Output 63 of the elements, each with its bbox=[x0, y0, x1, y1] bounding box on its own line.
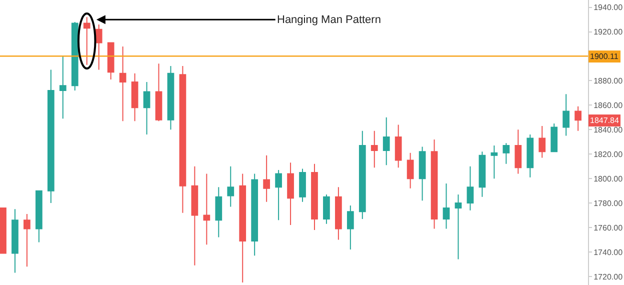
candlestick bbox=[502, 142, 510, 164]
candlestick bbox=[323, 194, 330, 224]
ref-line-label: 1900.11 bbox=[590, 52, 619, 61]
candlestick bbox=[71, 22, 78, 92]
candlestick bbox=[275, 170, 282, 221]
candlestick bbox=[454, 194, 462, 260]
candlestick bbox=[394, 124, 402, 168]
candlestick bbox=[562, 94, 570, 136]
candlestick bbox=[95, 24, 102, 70]
candlestick bbox=[107, 42, 114, 80]
candlestick bbox=[155, 63, 162, 122]
candlestick bbox=[311, 163, 318, 230]
candlestick bbox=[131, 72, 138, 122]
candlestick bbox=[382, 116, 390, 166]
candlestick bbox=[227, 166, 234, 208]
candlestick bbox=[346, 204, 354, 250]
candlestick bbox=[191, 166, 198, 266]
candlestick bbox=[466, 166, 474, 211]
candlestick bbox=[0, 207, 6, 254]
candlestick bbox=[59, 56, 66, 120]
candlestick bbox=[143, 81, 150, 136]
y-tick-label: 1760.00 bbox=[594, 223, 624, 232]
y-tick-label: 1720.00 bbox=[594, 272, 624, 282]
candlestick bbox=[263, 154, 270, 202]
candlestick bbox=[406, 152, 414, 189]
candlestick bbox=[430, 138, 438, 230]
candlestick bbox=[47, 69, 54, 204]
y-tick-label: 1820.00 bbox=[594, 150, 624, 159]
candlestick bbox=[239, 173, 246, 284]
candlestick bbox=[179, 66, 186, 214]
y-tick-label: 1940.00 bbox=[594, 3, 624, 12]
candlestick bbox=[538, 125, 546, 158]
candlestick bbox=[119, 46, 126, 122]
candlestick bbox=[574, 106, 582, 132]
y-tick-label: 1920.00 bbox=[594, 28, 624, 37]
candlestick bbox=[203, 173, 210, 246]
candlestick bbox=[442, 182, 450, 230]
y-tick-label: 1880.00 bbox=[594, 76, 624, 86]
candlestick bbox=[215, 186, 222, 238]
candlestick bbox=[478, 151, 486, 198]
candlestick bbox=[526, 134, 534, 178]
y-tick-label: 1780.00 bbox=[594, 198, 624, 208]
candlestick bbox=[490, 145, 498, 180]
candlestick bbox=[299, 168, 306, 202]
candlestick bbox=[335, 186, 342, 240]
candlestick bbox=[418, 146, 426, 202]
y-tick-label: 1800.00 bbox=[594, 174, 624, 184]
candlestick bbox=[12, 208, 18, 274]
y-tick-label: 1740.00 bbox=[594, 248, 624, 257]
candlestick bbox=[370, 130, 378, 168]
candlestick bbox=[358, 130, 366, 220]
candlestick bbox=[83, 16, 90, 66]
y-tick-label: 1860.00 bbox=[594, 100, 624, 110]
candlestick bbox=[24, 214, 30, 268]
candlestick bbox=[36, 190, 42, 243]
y-tick-label: 1840.00 bbox=[594, 125, 624, 134]
candlestick bbox=[167, 66, 174, 130]
candlestick bbox=[514, 129, 522, 174]
annotation: Hanging Man Pattern bbox=[277, 14, 381, 26]
annotation: 1847.84 bbox=[590, 116, 620, 125]
candlestick bbox=[251, 173, 258, 256]
candlestick bbox=[550, 123, 558, 152]
candlestick bbox=[287, 162, 294, 226]
